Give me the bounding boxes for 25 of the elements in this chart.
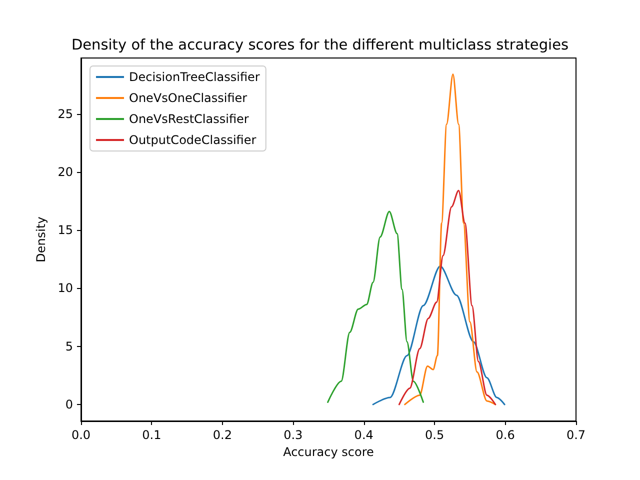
y-tick-label: 25 (58, 106, 73, 121)
x-tick-label: 0.1 (142, 428, 162, 442)
line-series (398, 190, 496, 406)
x-tick-label: 0.5 (425, 428, 444, 442)
y-tick-label: 20 (58, 164, 73, 179)
y-tick-label: 10 (58, 281, 73, 296)
legend-label: DecisionTreeClassifier (129, 70, 260, 84)
line-series (327, 210, 424, 403)
x-tick-label: 0.4 (354, 428, 374, 442)
legend-label: OneVsOneClassifier (129, 91, 248, 105)
chart-title: Density of the accuracy scores for the different multiclass strategies (71, 38, 569, 54)
x-tick-label: 0.2 (212, 428, 232, 442)
x-tick-label: 0.3 (284, 428, 303, 442)
y-tick-label: 15 (58, 223, 73, 238)
line-series (372, 265, 506, 406)
x-axis-title: Accuracy score (283, 444, 374, 459)
x-tick-label: 0.6 (496, 428, 515, 442)
legend-label: OneVsRestClassifier (129, 112, 249, 126)
y-tick-label: 0 (65, 397, 73, 412)
x-tick-label: 0.0 (71, 428, 91, 442)
y-axis-title: Density (34, 216, 48, 262)
line-series (404, 74, 496, 406)
y-tick-label: 5 (65, 339, 73, 354)
x-tick-label: 0.7 (566, 428, 586, 442)
legend-label: OutputCodeClassifier (129, 133, 256, 147)
